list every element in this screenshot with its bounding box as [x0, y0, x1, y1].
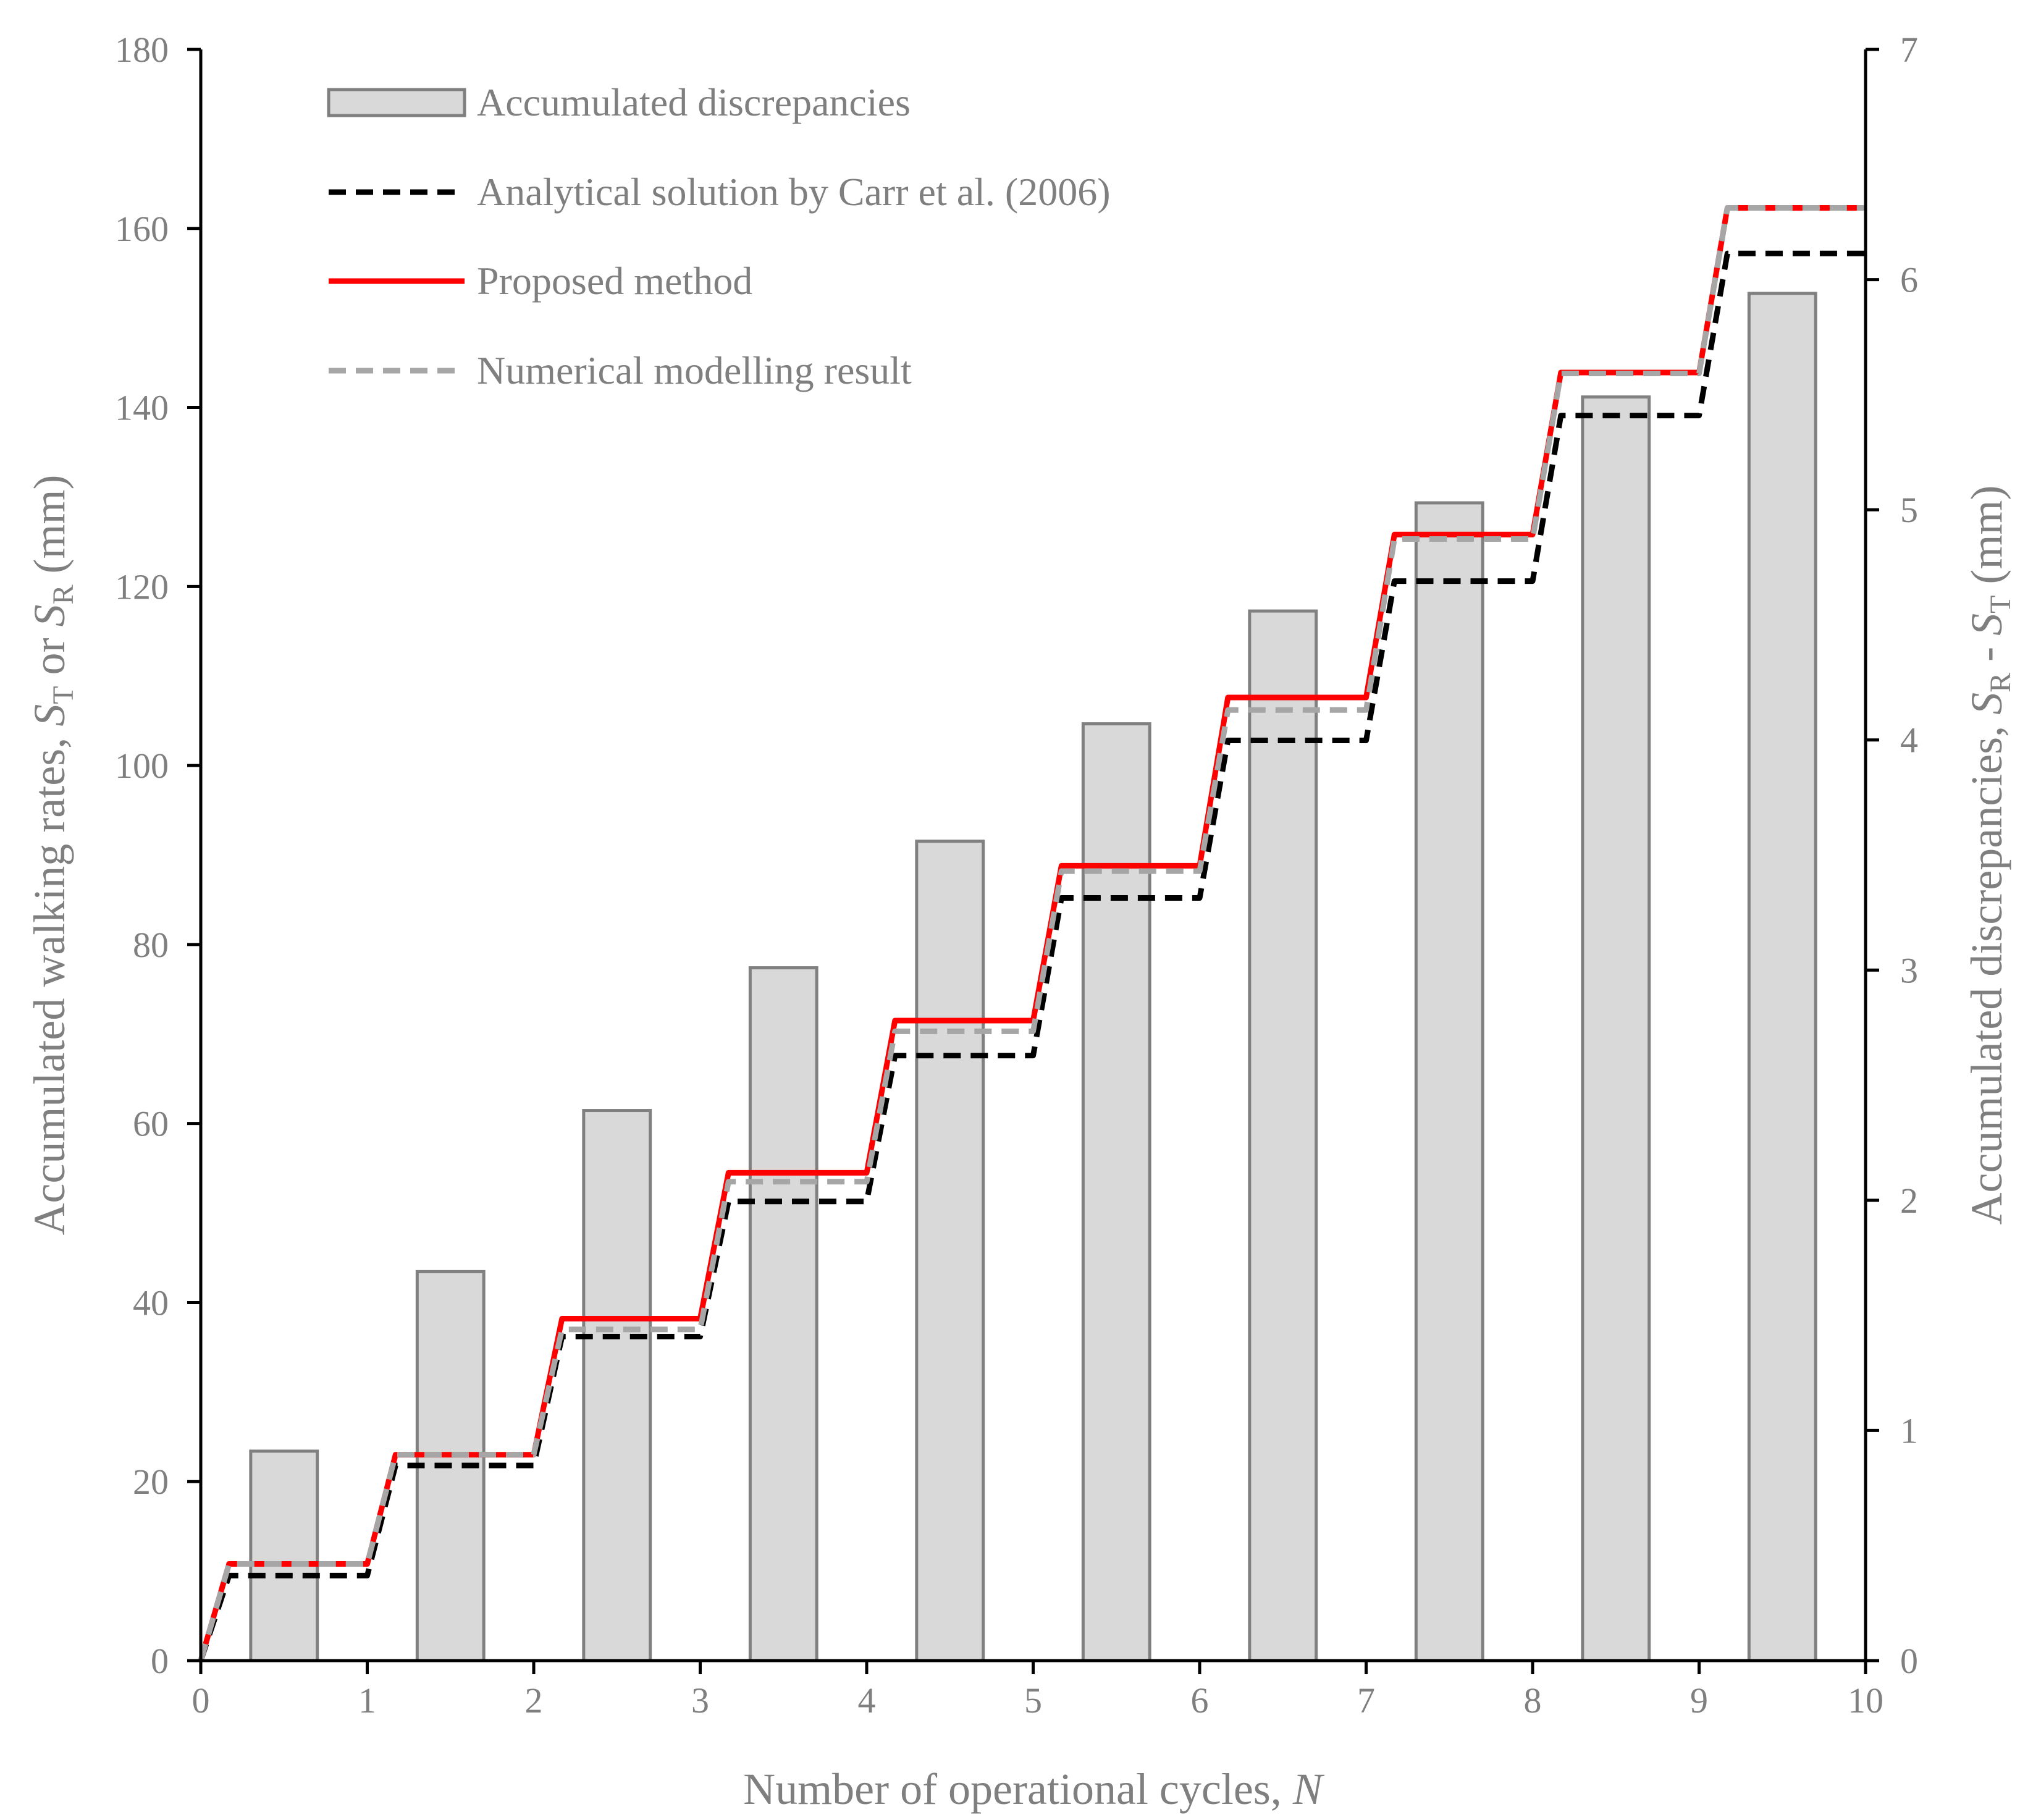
legend-label-bars: Accumulated discrepancies — [477, 80, 911, 124]
bar-discrepancy — [748, 966, 819, 1662]
y-left-tick-label: 20 — [133, 1462, 169, 1502]
ticks-layer: 0 1 2 3 4 5 6 7 8 9 100204060801001201401601800123… — [115, 30, 1918, 1721]
bar-discrepancy — [1581, 395, 1651, 1662]
legend-swatch-bars — [327, 88, 466, 117]
x-tick-label: 6 — [1191, 1680, 1209, 1721]
y-right-tick-label: 2 — [1900, 1181, 1918, 1221]
bar-discrepancy — [1081, 722, 1151, 1662]
y-left-tick-label: 120 — [115, 567, 169, 607]
x-tick-label: 5 — [1024, 1680, 1042, 1721]
y-left-tick-label: 100 — [115, 746, 169, 786]
y-right-tick-label: 4 — [1900, 720, 1918, 760]
y-left-tick-label: 80 — [133, 925, 169, 965]
y-left-tick-label: 40 — [133, 1283, 169, 1323]
y-right-tick-label: 0 — [1900, 1641, 1918, 1681]
x-tick-label: 9 — [1690, 1680, 1708, 1721]
x-tick-label: 8 — [1524, 1680, 1542, 1721]
legend-label-numerical: Numerical modelling result — [477, 348, 912, 392]
y-left-tick-label: 180 — [115, 30, 169, 70]
series-line-numerical — [198, 205, 1866, 1662]
right-y-axis-title: Accumulated discrepancies, SR - ST (mm) — [1962, 486, 2017, 1225]
x-tick-label: 7 — [1357, 1680, 1375, 1721]
bar-discrepancy — [1414, 501, 1484, 1662]
x-tick-label: 4 — [858, 1680, 876, 1721]
x-tick-label: 3 — [691, 1680, 709, 1721]
y-left-tick-label: 0 — [151, 1641, 169, 1681]
lines-layer — [198, 205, 1866, 1662]
y-right-tick-label: 7 — [1900, 30, 1918, 70]
bar-discrepancy — [582, 1109, 652, 1662]
bars-layer — [249, 292, 1817, 1662]
x-tick-label: 10 — [1848, 1680, 1883, 1721]
left-y-axis-title: Accumulated walking rates, ST or SR (mm) — [25, 474, 80, 1235]
y-right-tick-label: 3 — [1900, 950, 1918, 990]
x-axis-title: Number of operational cycles, N — [743, 1764, 1325, 1814]
x-tick-label: 0 — [192, 1680, 210, 1721]
y-left-tick-label: 60 — [133, 1104, 169, 1144]
legend-label-analytical: Analytical solution by Carr et al. (2006… — [477, 170, 1111, 214]
bar-discrepancy — [915, 840, 985, 1662]
legend-label-proposed: Proposed method — [477, 259, 752, 303]
series-line-analytical — [198, 250, 1866, 1662]
x-tick-label: 1 — [358, 1680, 376, 1721]
bar-discrepancy — [1747, 292, 1817, 1662]
y-right-tick-label: 1 — [1900, 1410, 1918, 1451]
y-left-tick-label: 140 — [115, 388, 169, 428]
y-right-tick-label: 5 — [1900, 490, 1918, 530]
bar-discrepancy — [1248, 609, 1318, 1662]
x-tick-label: 2 — [525, 1680, 543, 1721]
bar-discrepancy — [249, 1449, 319, 1662]
y-right-tick-label: 6 — [1900, 260, 1918, 300]
y-left-tick-label: 160 — [115, 209, 169, 249]
legend: Accumulated discrepancies Analytical sol… — [327, 80, 1111, 392]
